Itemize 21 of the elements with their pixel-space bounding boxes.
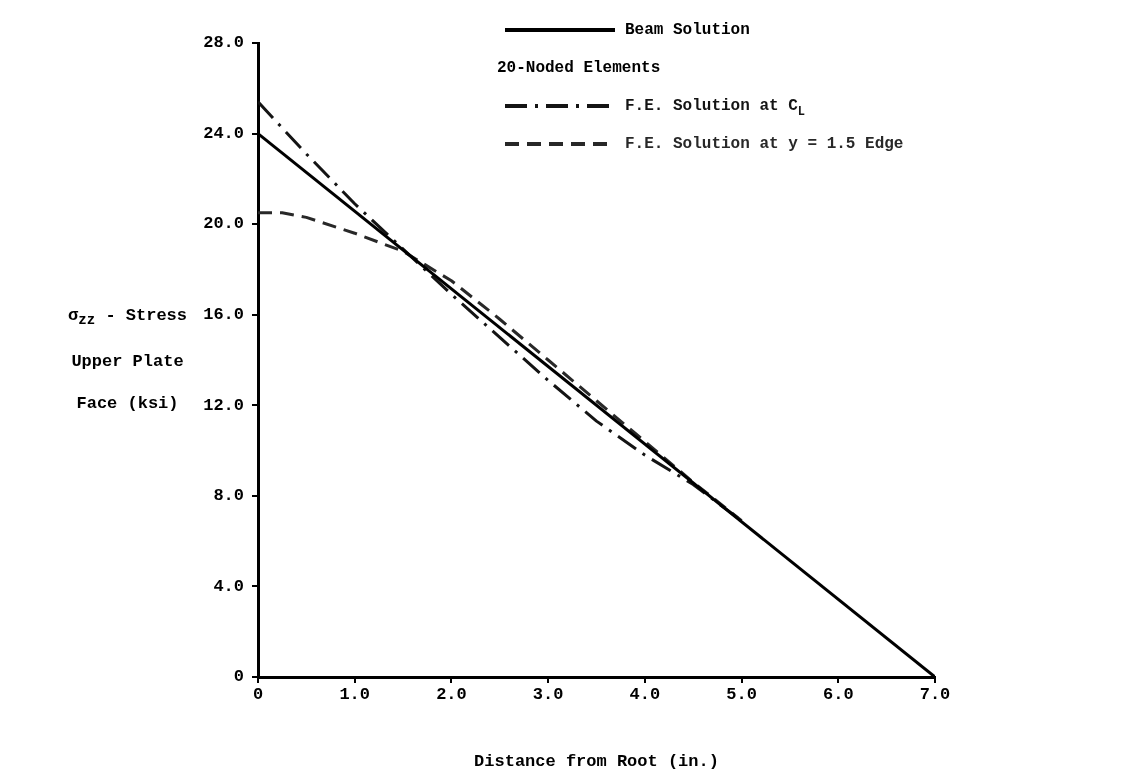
- y-tick-label: 0: [233, 667, 244, 687]
- x-tick-label: 0: [252, 685, 264, 705]
- y-tick-label: 16.0: [203, 305, 244, 324]
- y-tick-label: 28.0: [203, 33, 244, 53]
- y-tick-label: 24.0: [203, 123, 244, 143]
- legend-title: 20-Noded Elements: [497, 59, 661, 78]
- text: Beam Solution: [625, 21, 750, 40]
- y-tick-label: 8.0: [213, 486, 244, 506]
- x-axis-title: Distance from Root (in.): [473, 752, 720, 771]
- x-tick-label: 3.0: [532, 685, 564, 705]
- x-tick-label: 5.0: [726, 685, 757, 705]
- x-tick-label: 2.0: [436, 685, 467, 705]
- text: F.E. Solution at y = 1.5 Edge: [625, 135, 904, 154]
- y-tick-label: 12.0: [203, 395, 244, 415]
- x-tick-label: 1.0: [339, 685, 371, 705]
- x-tick-label: 6.0: [822, 685, 854, 705]
- text: σ$_{zz}$ - Stress Upper Plate Face (ksi): [67, 306, 188, 414]
- x-tick-label: 7.0: [919, 685, 951, 705]
- y-tick-label: 4.0: [213, 576, 244, 596]
- y-tick-label: 20.0: [203, 214, 244, 234]
- x-tick-label: 4.0: [629, 685, 661, 705]
